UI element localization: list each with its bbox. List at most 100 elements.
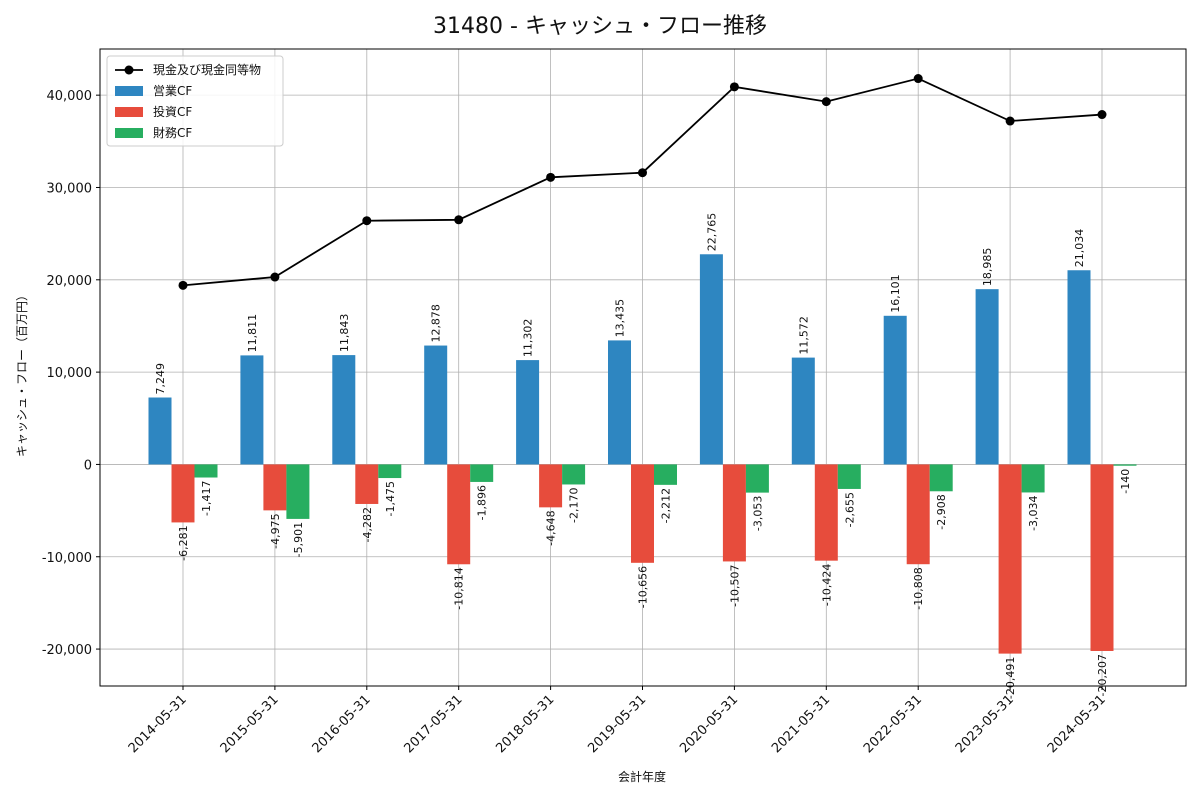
x-axis-label: 会計年度: [618, 769, 666, 784]
operating-cf-label: 21,034: [1073, 229, 1086, 268]
investing-cf-label: -10,808: [912, 567, 925, 609]
financing-cf-bar: [286, 464, 310, 519]
financing-cf-bar: [837, 464, 861, 489]
financing-cf-bar: [378, 464, 402, 479]
financing-cf-bar: [1021, 464, 1045, 493]
y-tick-label: 10,000: [47, 366, 93, 381]
cash-equivalents-marker: [821, 97, 831, 107]
financing-cf-bar: [1113, 464, 1137, 466]
operating-cf-label: 7,249: [154, 363, 167, 395]
y-tick-label: 40,000: [47, 89, 93, 104]
investing-cf-bar: [814, 464, 838, 561]
legend-bar-swatch: [115, 128, 143, 138]
cash-equivalents-marker: [178, 280, 188, 290]
legend-label: 財務CF: [153, 125, 192, 140]
operating-cf-bar: [332, 355, 356, 465]
operating-cf-label: 22,765: [705, 213, 718, 252]
y-tick-label: 30,000: [47, 181, 93, 196]
investing-cf-label: -10,424: [820, 564, 833, 606]
y-tick-label: -20,000: [42, 643, 92, 658]
cash-equivalents-marker: [454, 215, 464, 225]
investing-cf-bar: [631, 464, 654, 563]
operating-cf-bar: [699, 254, 723, 465]
y-tick-label: 20,000: [47, 274, 93, 289]
investing-cf-label: -20,207: [1096, 654, 1109, 696]
financing-cf-label: -2,212: [660, 488, 673, 523]
investing-cf-label: -10,507: [728, 564, 741, 606]
investing-cf-bar: [1090, 464, 1114, 651]
operating-cf-bar: [240, 355, 264, 465]
operating-cf-bar: [1067, 270, 1091, 465]
investing-cf-bar: [171, 464, 195, 523]
cash-equivalents-marker: [546, 172, 556, 182]
cash-equivalents-marker: [638, 168, 647, 178]
financing-cf-bar: [745, 464, 769, 493]
investing-cf-bar: [906, 464, 930, 565]
financing-cf-label: -3,034: [1027, 495, 1040, 530]
investing-cf-label: -6,281: [177, 525, 190, 560]
investing-cf-bar: [539, 464, 563, 508]
financing-cf-label: -1,417: [200, 481, 213, 516]
operating-cf-label: 11,843: [338, 314, 351, 353]
investing-cf-bar: [722, 464, 746, 562]
financing-cf-label: -1,475: [384, 481, 397, 516]
operating-cf-label: 11,302: [522, 319, 535, 358]
operating-cf-bar: [975, 289, 999, 465]
investing-cf-bar: [998, 464, 1022, 654]
financing-cf-label: -2,170: [568, 487, 581, 522]
financing-cf-bar: [929, 464, 953, 492]
investing-cf-label: -20,491: [1004, 657, 1017, 699]
line-layer: [178, 74, 1107, 290]
legend-bar-swatch: [115, 107, 143, 117]
financing-cf-label: -140: [1119, 469, 1132, 494]
operating-cf-label: 11,572: [797, 316, 810, 355]
cash-equivalents-marker: [729, 82, 739, 92]
legend-marker-swatch: [124, 65, 134, 75]
financing-cf-bar: [562, 464, 586, 485]
operating-cf-bar: [424, 345, 448, 465]
financing-cf-label: -5,901: [292, 522, 305, 557]
financing-cf-label: -2,655: [843, 492, 856, 527]
operating-cf-label: 16,101: [889, 274, 902, 313]
legend-label: 営業CF: [153, 84, 192, 98]
investing-cf-bar: [355, 464, 379, 504]
operating-cf-bar: [148, 397, 172, 465]
legend-label: 投資CF: [153, 104, 192, 119]
cash-equivalents-marker: [913, 74, 923, 84]
y-tick-label: -10,000: [42, 551, 92, 566]
investing-cf-label: -4,648: [545, 510, 558, 545]
financing-cf-bar: [654, 464, 677, 485]
operating-cf-bar: [608, 340, 631, 465]
chart-title: 31480 - キャッシュ・フロー推移: [433, 14, 767, 39]
financing-cf-bar: [194, 464, 218, 478]
operating-cf-label: 13,435: [614, 299, 627, 338]
investing-cf-label: -4,975: [269, 513, 282, 548]
y-tick-label: 0: [84, 458, 92, 473]
cash-equivalents-marker: [1005, 116, 1015, 126]
operating-cf-label: 12,878: [430, 304, 443, 343]
legend-label: 現金及び現金同等物: [153, 62, 261, 77]
investing-cf-label: -4,282: [361, 507, 374, 542]
financing-cf-label: -2,908: [935, 494, 948, 529]
financing-cf-label: -3,053: [751, 496, 764, 531]
cash-equivalents-marker: [362, 216, 372, 226]
cash-equivalents-marker: [1097, 110, 1107, 120]
investing-cf-label: -10,814: [453, 567, 466, 609]
legend-bar-swatch: [115, 86, 143, 96]
investing-cf-bar: [263, 464, 287, 511]
operating-cf-label: 18,985: [981, 248, 994, 287]
bars-layer: [148, 254, 1137, 654]
operating-cf-bar: [883, 315, 907, 465]
financing-cf-bar: [470, 464, 494, 482]
operating-cf-label: 11,811: [246, 314, 259, 353]
legend-box: [106, 55, 284, 147]
operating-cf-bar: [791, 357, 815, 465]
financing-cf-label: -1,896: [476, 485, 489, 520]
investing-cf-bar: [447, 464, 471, 565]
operating-cf-bar: [516, 360, 540, 465]
cash-equivalents-marker: [270, 272, 280, 282]
data-labels-layer: 7,249 11,811 11,843 12,878 11,302 13,435 22,76…: [154, 213, 1132, 699]
